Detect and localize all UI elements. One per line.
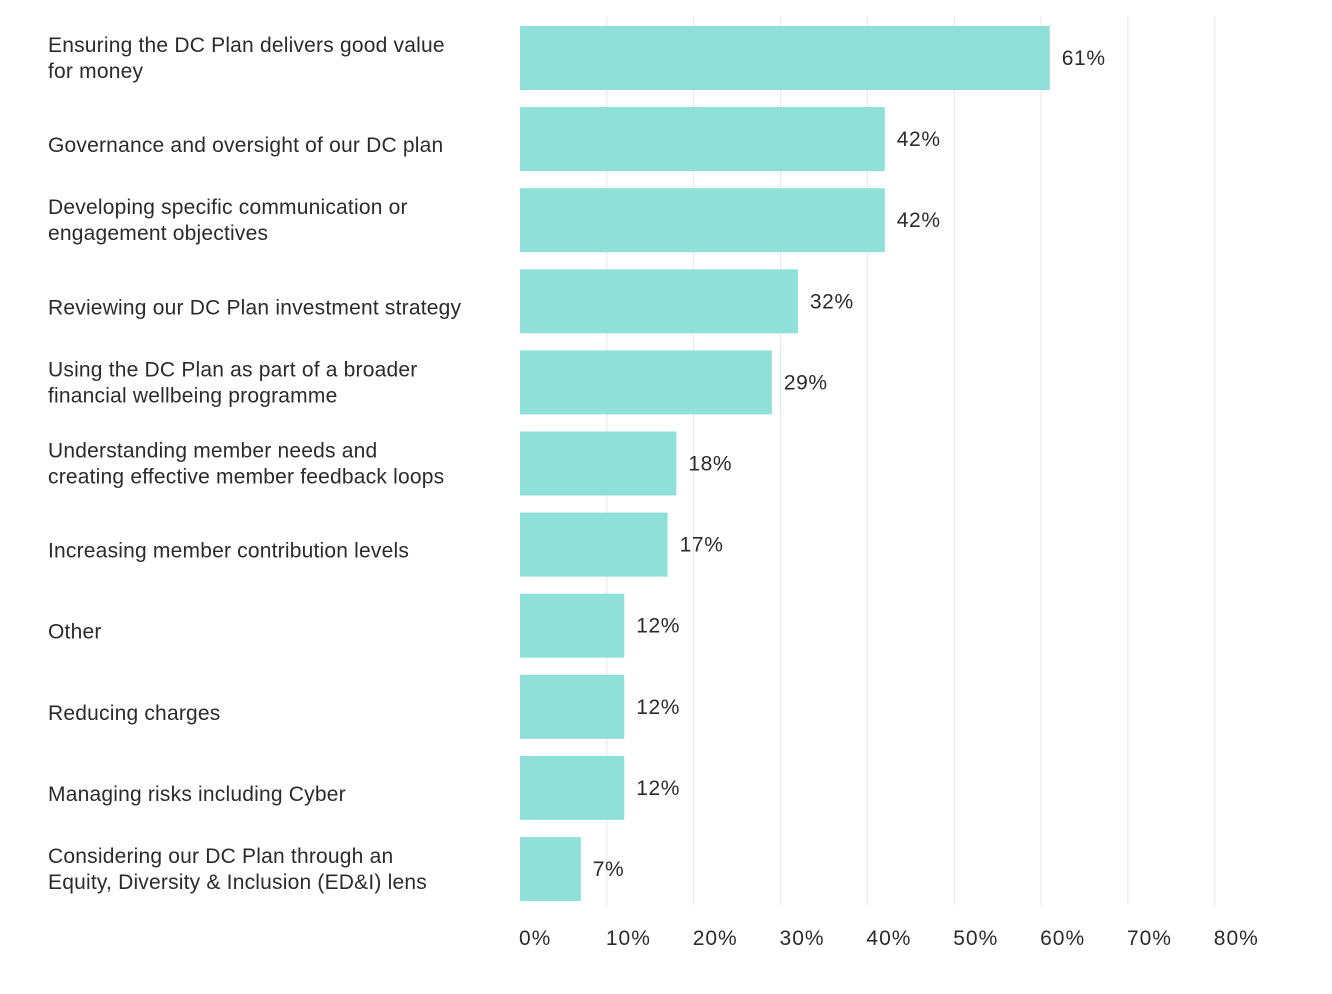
x-tick-label: 40% [866,927,911,950]
category-label-line: Managing risks including Cyber [48,783,346,806]
category-label-line: creating effective member feedback loops [48,466,444,489]
bar-value-label: 32% [810,290,854,313]
category-label-line: Reducing charges [48,702,220,725]
x-tick-label: 60% [1040,927,1085,950]
category-label: Governance and oversight of our DC plan [48,134,443,157]
bar [520,188,885,253]
value-labels: 61% 42% 42% 32% 29% 18% 17% 12% 12% 12% 7% [593,47,1106,881]
bar [520,593,625,658]
x-tick-label: 70% [1127,927,1172,950]
category-label-line: Governance and oversight of our DC plan [48,134,443,157]
category-label: Reducing charges [48,702,220,725]
bar [520,837,581,901]
category-label-line: financial wellbeing programme [48,384,337,407]
category-label: Managing risks including Cyber [48,783,346,806]
x-tick-label: 30% [780,927,825,950]
category-label-line: Other [48,621,102,644]
category-label-line: Understanding member needs and [48,440,377,463]
category-label: Developing specific communication or enga… [48,196,408,245]
bar [520,512,668,577]
bar-value-label: 18% [688,453,732,476]
category-labels: Ensuring the DC Plan delivers good value… [48,34,462,894]
bar [520,269,798,334]
category-label-line: Using the DC Plan as part of a broader [48,358,417,381]
x-tick-label: 80% [1214,927,1259,950]
bar [520,755,625,820]
x-axis-tick-labels: 0% 10% 20% 30% 40% 50% 60% 70% 80% [519,927,1259,950]
bar-value-label: 7% [593,858,625,881]
category-label: Considering our DC Plan through an Equity… [48,845,427,894]
category-label-line: Considering our DC Plan through an [48,845,393,868]
category-label-line: for money [48,60,143,83]
bar [520,107,885,172]
category-label-line: Equity, Diversity & Inclusion (ED&I) len… [48,871,427,894]
category-label-line: Reviewing our DC Plan investment strateg… [48,296,462,319]
bar-value-label: 12% [636,777,680,800]
bars [520,26,1050,901]
category-label: Increasing member contribution levels [48,540,409,563]
x-tick-label: 10% [606,927,651,950]
bar-value-label: 12% [636,696,680,719]
bar-value-label: 12% [636,615,680,638]
category-label: Ensuring the DC Plan delivers good value… [48,34,445,83]
category-label: Other [48,621,102,644]
bar [520,431,677,496]
x-tick-label: 20% [693,927,738,950]
category-label: Reviewing our DC Plan investment strateg… [48,296,462,319]
bar-value-label: 29% [784,371,828,394]
bar-value-label: 17% [680,534,724,557]
bar-value-label: 42% [897,128,941,151]
bar [520,350,772,415]
bar [520,26,1050,90]
category-label: Understanding member needs and creating e… [48,440,444,489]
category-label-line: Increasing member contribution levels [48,540,409,563]
x-tick-label: 50% [953,927,998,950]
category-label-line: engagement objectives [48,222,268,245]
category-label-line: Developing specific communication or [48,196,408,219]
x-tick-label: 0% [519,927,551,950]
bar-value-label: 42% [897,209,941,232]
category-label-line: Ensuring the DC Plan delivers good value [48,34,445,57]
bar-value-label: 61% [1062,47,1106,70]
bar [520,674,625,739]
category-label: Using the DC Plan as part of a broader fi… [48,358,417,407]
